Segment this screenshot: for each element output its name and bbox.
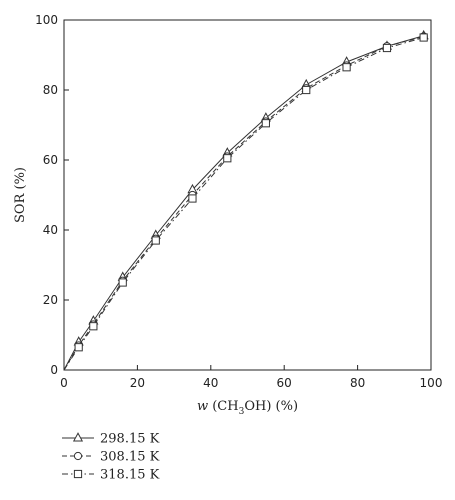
- square-marker: [382, 43, 392, 53]
- series-square: [63, 33, 428, 371]
- y-tick-label: 40: [43, 223, 58, 237]
- square-marker: [73, 469, 83, 479]
- series-line: [63, 35, 424, 371]
- square-marker: [302, 85, 311, 95]
- triangle-marker: [72, 432, 84, 442]
- series-circle: [63, 32, 428, 371]
- legend-label: 318.15 K: [100, 468, 160, 483]
- y-tick-label: 20: [43, 293, 58, 307]
- x-tick-label: 80: [350, 376, 365, 390]
- x-tick-label: 40: [203, 376, 218, 390]
- x-axis-label-suffix: OH) (%): [244, 399, 298, 414]
- y-tick-label: 0: [50, 363, 58, 377]
- square-marker: [89, 322, 98, 331]
- x-tick-label: 20: [130, 376, 145, 390]
- y-tick-label: 60: [43, 153, 58, 167]
- square-marker: [342, 63, 351, 72]
- x-tick-label: 100: [420, 376, 443, 390]
- legend-item: 298.15 K: [62, 432, 160, 447]
- square-marker: [151, 236, 160, 245]
- square-marker: [118, 278, 127, 287]
- square-marker: [223, 154, 232, 163]
- y-tick-label: 100: [35, 13, 58, 27]
- legend-label: 308.15 K: [100, 450, 160, 465]
- series-line: [63, 35, 424, 371]
- y-axis-label: SOR (%): [13, 167, 28, 223]
- plot-frame: [63, 19, 432, 371]
- legend-item: 308.15 K: [62, 450, 160, 465]
- y-tick-label: 80: [43, 83, 58, 97]
- x-tick-label: 60: [277, 376, 292, 390]
- x-tick-label: 0: [60, 376, 68, 390]
- square-marker: [188, 194, 197, 203]
- x-axis-label-variable: w: [197, 399, 208, 414]
- legend-item: 318.15 K: [62, 468, 160, 483]
- x-axis-label-subscript: 3: [239, 407, 245, 417]
- legend-label: 298.15 K: [100, 432, 160, 447]
- series-triangle: [63, 29, 429, 371]
- axes: 0 20 40 60 80 100 0 20 40 60 80 100: [35, 13, 442, 390]
- series-layer: [63, 29, 429, 371]
- square-marker: [419, 33, 428, 42]
- circle-marker: [73, 451, 83, 461]
- square-marker: [261, 119, 270, 128]
- x-axis-label-prefix: (CH: [208, 399, 239, 414]
- x-axis-label: w (CH3OH) (%): [197, 399, 298, 417]
- legend: 298.15 K 308.15 K 318.15 K: [62, 432, 160, 483]
- series-line: [63, 37, 424, 371]
- square-marker: [74, 343, 83, 352]
